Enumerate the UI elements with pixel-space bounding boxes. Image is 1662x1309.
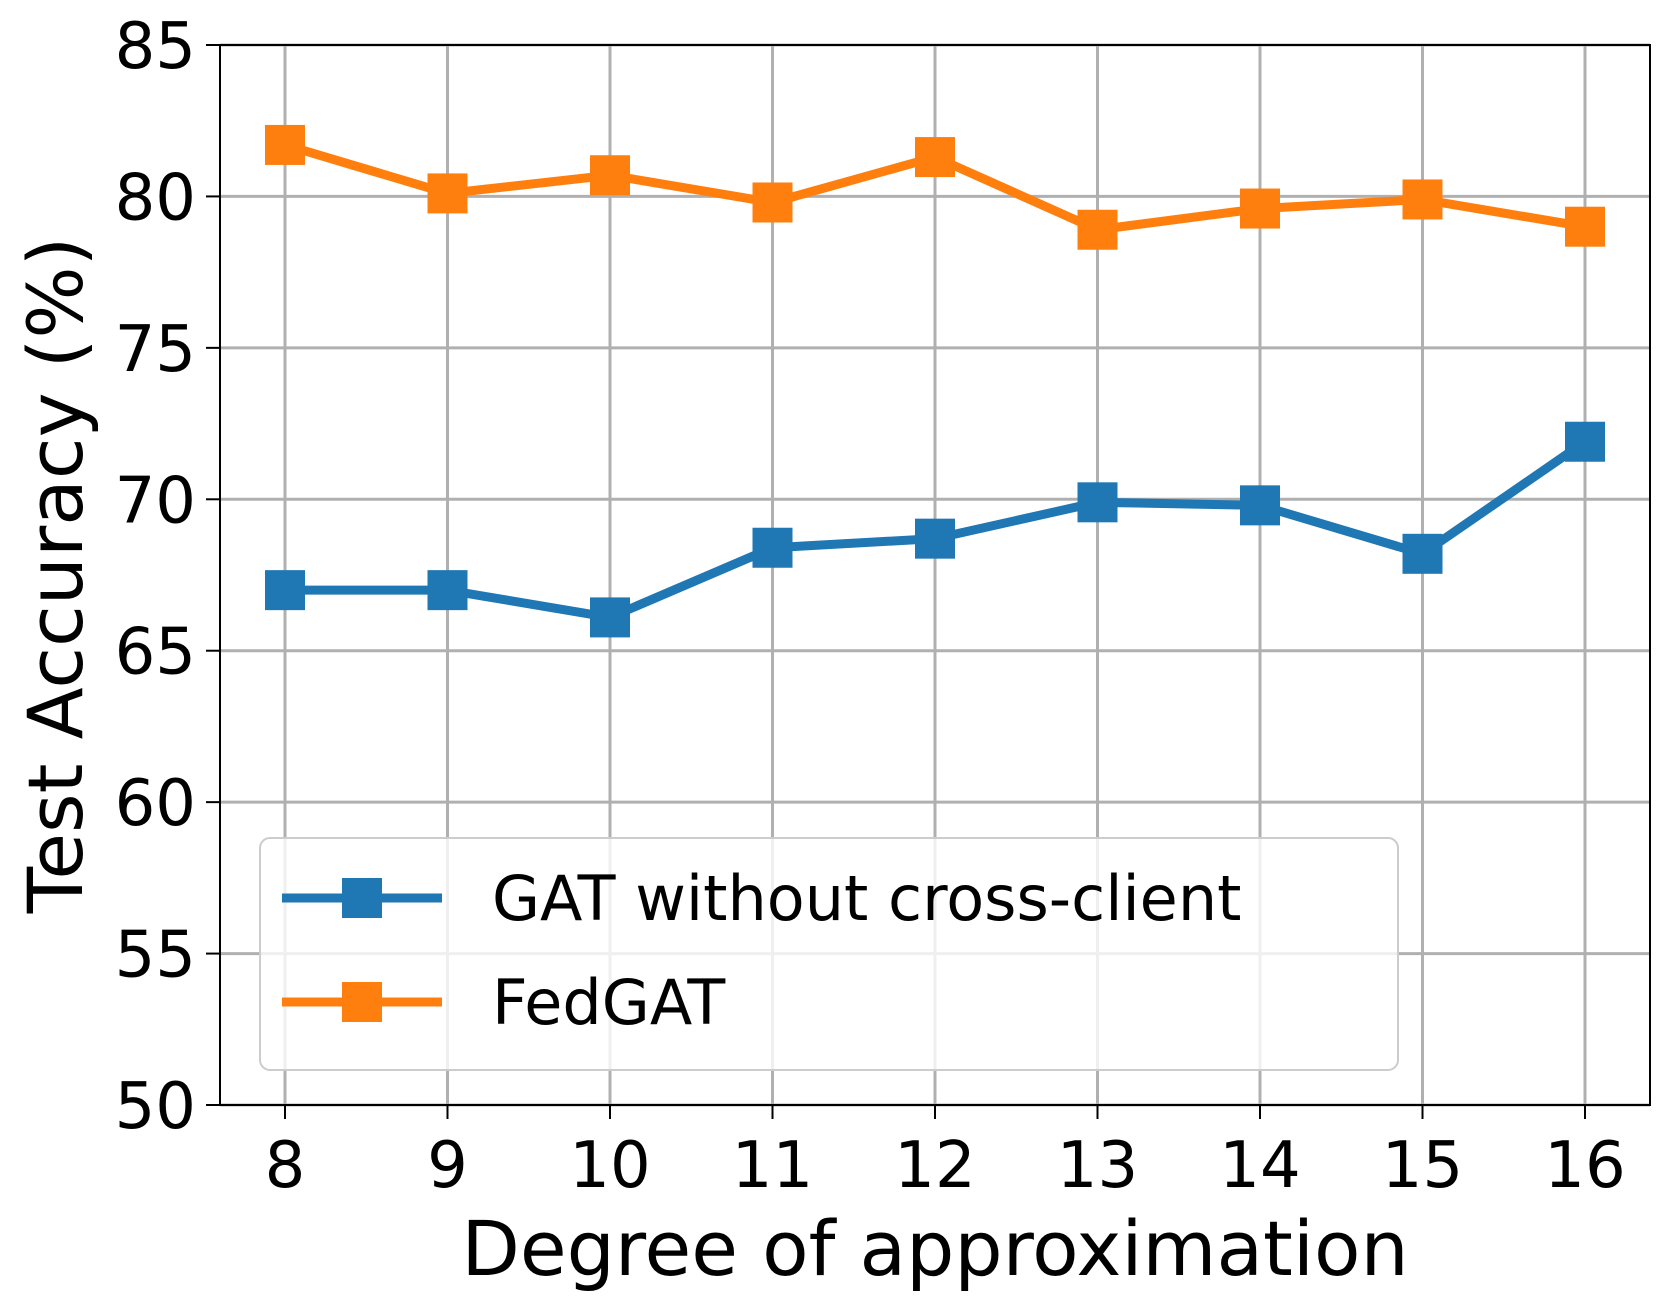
data-point	[427, 570, 468, 611]
series-layer	[265, 124, 1605, 638]
x-tick-label: 16	[1544, 1129, 1625, 1203]
y-tick-label: 70	[115, 464, 196, 538]
data-point	[752, 182, 793, 223]
data-point	[1077, 482, 1118, 523]
y-tick-label: 80	[115, 161, 196, 235]
y-tick-label: 85	[115, 10, 196, 84]
x-tick-label: 11	[732, 1129, 813, 1203]
legend-entry-fedgat: FedGAT	[282, 966, 726, 1039]
x-tick-label: 15	[1382, 1129, 1463, 1203]
series-0	[265, 421, 1605, 638]
data-point	[752, 527, 793, 568]
data-point	[1402, 179, 1443, 220]
data-point	[1077, 209, 1118, 250]
axis-ticks: 8 9 10 11 12 13 14 15 16 50 55 60 65 70 75 80 85	[115, 10, 1626, 1203]
legend-box	[259, 837, 1399, 1071]
series-1	[265, 124, 1605, 250]
data-point	[1240, 188, 1280, 229]
data-point	[1402, 533, 1443, 574]
x-tick-label: 10	[569, 1129, 650, 1203]
x-tick-label: 13	[1057, 1129, 1138, 1203]
y-axis-label: Test Accuracy (%)	[11, 237, 100, 914]
legend-marker-gat	[342, 878, 382, 918]
legend-marker-fedgat	[342, 982, 382, 1022]
legend-entry-gat-without-cross-client: GAT without cross-client	[282, 862, 1241, 935]
y-tick-label: 65	[115, 616, 196, 690]
x-tick-label: 14	[1219, 1129, 1300, 1203]
y-tick-label: 50	[115, 1070, 196, 1144]
data-point	[427, 173, 468, 214]
data-point	[265, 124, 305, 165]
legend-label-fedgat: FedGAT	[492, 966, 726, 1039]
y-tick-label: 55	[115, 919, 196, 993]
x-tick-label: 8	[265, 1129, 306, 1203]
data-point	[1565, 206, 1605, 247]
y-tick-label: 75	[115, 313, 196, 387]
x-axis-label: Degree of approximation	[461, 1204, 1408, 1293]
y-tick-label: 60	[115, 767, 196, 841]
x-tick-label: 9	[427, 1129, 468, 1203]
x-tick-label: 12	[894, 1129, 975, 1203]
data-point	[590, 155, 630, 196]
data-point	[1240, 485, 1280, 526]
data-point	[265, 570, 305, 611]
data-point	[915, 518, 955, 559]
legend-label-gat: GAT without cross-client	[492, 862, 1241, 935]
legend: GAT without cross-client FedGAT	[259, 837, 1399, 1071]
data-point	[1565, 421, 1605, 462]
data-point	[915, 137, 955, 178]
data-point	[590, 597, 630, 638]
